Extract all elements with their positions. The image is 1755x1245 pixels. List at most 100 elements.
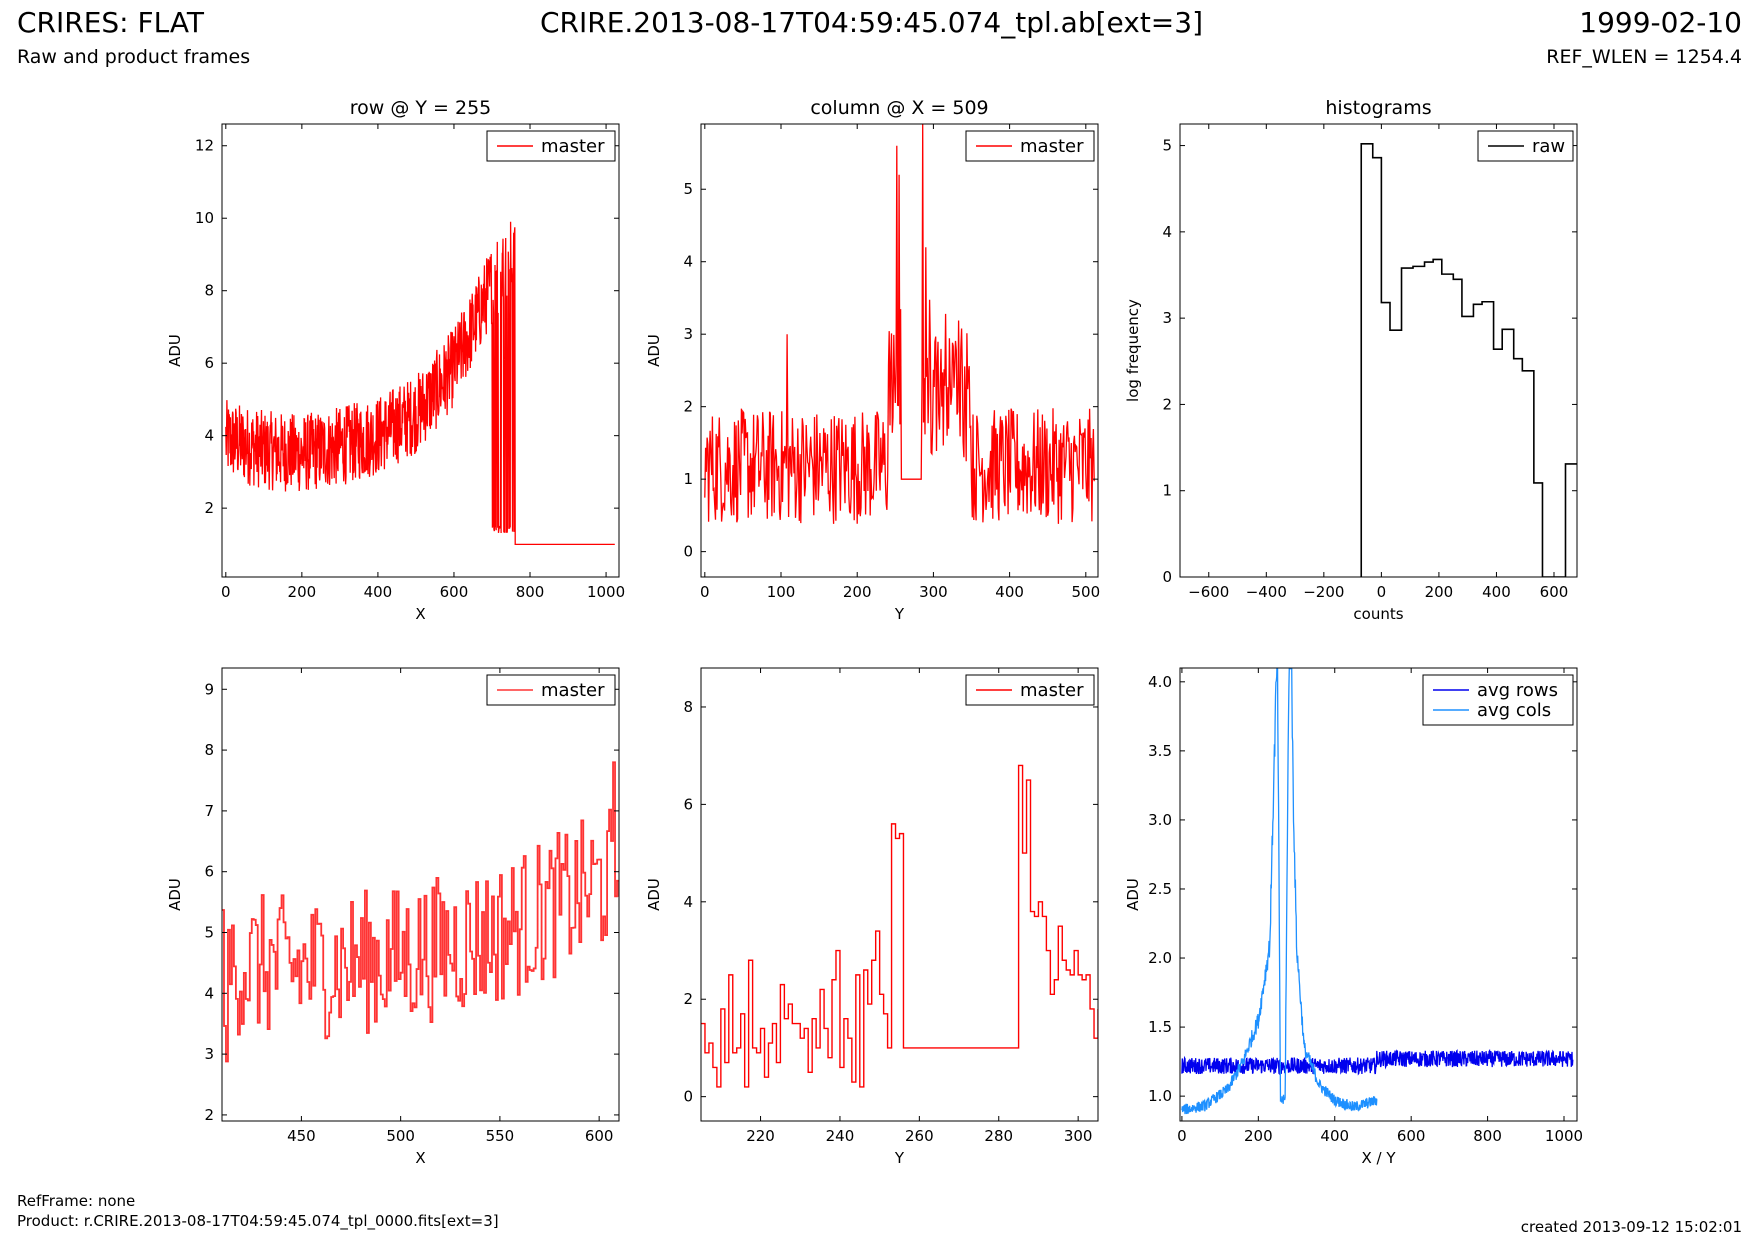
y-tick-label: 3	[683, 325, 693, 343]
y-tick-label: 2	[683, 990, 693, 1008]
chart-panel-histograms: −600 −400 −200 0 200 400 600 0 1 2 3 4 5 counts log fr…	[1124, 97, 1578, 623]
y-tick-label: 12	[195, 137, 214, 155]
x-tick-label: 600	[1540, 583, 1569, 601]
x-axis-label: Y	[894, 605, 905, 623]
legend-label: avg rows	[1477, 680, 1558, 701]
ref-wlen-label: REF_WLEN = 1254.4	[1546, 46, 1742, 68]
plot-frame	[221, 667, 620, 1122]
page-subtitle: Raw and product frames	[17, 46, 251, 68]
y-axis-label: ADU	[166, 334, 184, 367]
plot-frame	[700, 667, 1099, 1122]
y-tick-label: 4	[1162, 223, 1172, 241]
y-axis-label: ADU	[645, 334, 663, 367]
chart-panel-row: 0 200 400 600 800 1000 2 4 6 8 10 12 X ADU row @ Y = 2…	[166, 97, 625, 623]
x-tick-label: 0	[700, 583, 710, 601]
x-tick-label: 200	[843, 583, 872, 601]
y-tick-label: 3	[204, 1045, 214, 1063]
x-tick-label: 800	[516, 583, 545, 601]
legend-label: raw	[1532, 136, 1565, 157]
legend-label: master	[541, 136, 605, 157]
x-tick-label: 260	[905, 1127, 934, 1145]
x-tick-label: 280	[984, 1127, 1013, 1145]
y-tick-label: 3.5	[1148, 742, 1172, 760]
y-tick-label: 2	[204, 1106, 214, 1124]
legend: master	[965, 130, 1095, 162]
y-axis-label: ADU	[645, 878, 663, 911]
series-line-0	[704, 124, 1095, 524]
y-tick-label: 4	[683, 893, 693, 911]
series-line-0	[225, 221, 615, 546]
x-tick-label: 400	[995, 583, 1024, 601]
legend-box	[1422, 674, 1574, 726]
legend-label: avg cols	[1477, 700, 1551, 721]
y-tick-label: 1.0	[1148, 1087, 1172, 1105]
y-tick-label: 2.0	[1148, 949, 1172, 967]
plot-area	[225, 221, 615, 546]
plot-area	[704, 124, 1095, 524]
y-tick-label: 5	[204, 924, 214, 942]
y-tick-label: 8	[204, 741, 214, 759]
x-tick-label: 0	[221, 583, 231, 601]
plot-area	[701, 764, 1098, 1088]
y-tick-label: 5	[1162, 137, 1172, 155]
chart-title: histograms	[1325, 97, 1431, 119]
ref-frame-label: RefFrame: none	[17, 1192, 136, 1210]
x-tick-label: 0	[1377, 583, 1387, 601]
x-tick-label: 400	[1482, 583, 1511, 601]
page-title: CRIRES: FLAT	[17, 6, 204, 39]
y-tick-label: 0	[683, 543, 693, 561]
chart-title: column @ X = 509	[810, 97, 988, 119]
y-tick-label: 0	[683, 1088, 693, 1106]
x-axis-label: X	[415, 605, 425, 623]
y-tick-label: 6	[683, 795, 693, 813]
x-tick-label: 240	[826, 1127, 855, 1145]
created-timestamp: created 2013-09-12 15:02:01	[1520, 1218, 1742, 1236]
y-tick-label: 7	[204, 802, 214, 820]
y-tick-label: 2.5	[1148, 880, 1172, 898]
legend: raw	[1477, 130, 1574, 162]
y-tick-label: 4	[204, 984, 214, 1002]
x-tick-label: −400	[1246, 583, 1287, 601]
series-line-1	[1181, 668, 1378, 1115]
x-tick-label: 1000	[1545, 1127, 1583, 1145]
chart-panel-column-zoom: 220 240 260 280 300 0 2 4 6 8 Y ADU master	[645, 667, 1099, 1167]
x-tick-label: 300	[1064, 1127, 1093, 1145]
plot-frame	[1179, 123, 1578, 578]
y-tick-label: 6	[204, 863, 214, 881]
x-tick-label: −200	[1303, 583, 1344, 601]
plot-area	[1181, 668, 1574, 1115]
series-line-0	[222, 761, 619, 1063]
x-axis-label: counts	[1353, 605, 1403, 623]
y-tick-label: 2	[683, 398, 693, 416]
series-line-0	[1181, 1048, 1574, 1076]
x-tick-label: 220	[746, 1127, 775, 1145]
y-tick-label: 4	[683, 253, 693, 271]
chart-panel-averages: 0 200 400 600 800 1000 1.0 1.5 2.0 2.5 3.0 3.5 4.0 X …	[1124, 667, 1583, 1167]
legend-label: master	[541, 680, 605, 701]
x-axis-label: X	[415, 1149, 425, 1167]
x-tick-label: −600	[1188, 583, 1229, 601]
legend-box	[965, 130, 1095, 162]
x-tick-label: 300	[919, 583, 948, 601]
legend: master	[965, 674, 1095, 706]
x-axis-label: X / Y	[1361, 1149, 1396, 1167]
file-title: CRIRE.2013-08-17T04:59:45.074_tpl.ab[ext…	[540, 6, 1204, 39]
y-tick-label: 2	[204, 499, 214, 517]
y-tick-label: 1	[1162, 482, 1172, 500]
y-tick-label: 3.0	[1148, 811, 1172, 829]
y-tick-label: 1.5	[1148, 1018, 1172, 1036]
x-tick-label: 100	[767, 583, 796, 601]
y-axis-label: ADU	[166, 878, 184, 911]
y-tick-label: 4	[204, 427, 214, 445]
plot-frame	[700, 123, 1099, 578]
plot-frame	[221, 123, 620, 578]
x-tick-label: 400	[364, 583, 393, 601]
legend-label: master	[1020, 136, 1084, 157]
x-tick-label: 600	[1397, 1127, 1426, 1145]
y-tick-label: 1	[683, 470, 693, 488]
x-tick-label: 400	[1320, 1127, 1349, 1145]
plot-frame	[1179, 667, 1578, 1122]
x-axis-label: Y	[894, 1149, 905, 1167]
legend-label: master	[1020, 680, 1084, 701]
x-tick-label: 500	[1071, 583, 1100, 601]
